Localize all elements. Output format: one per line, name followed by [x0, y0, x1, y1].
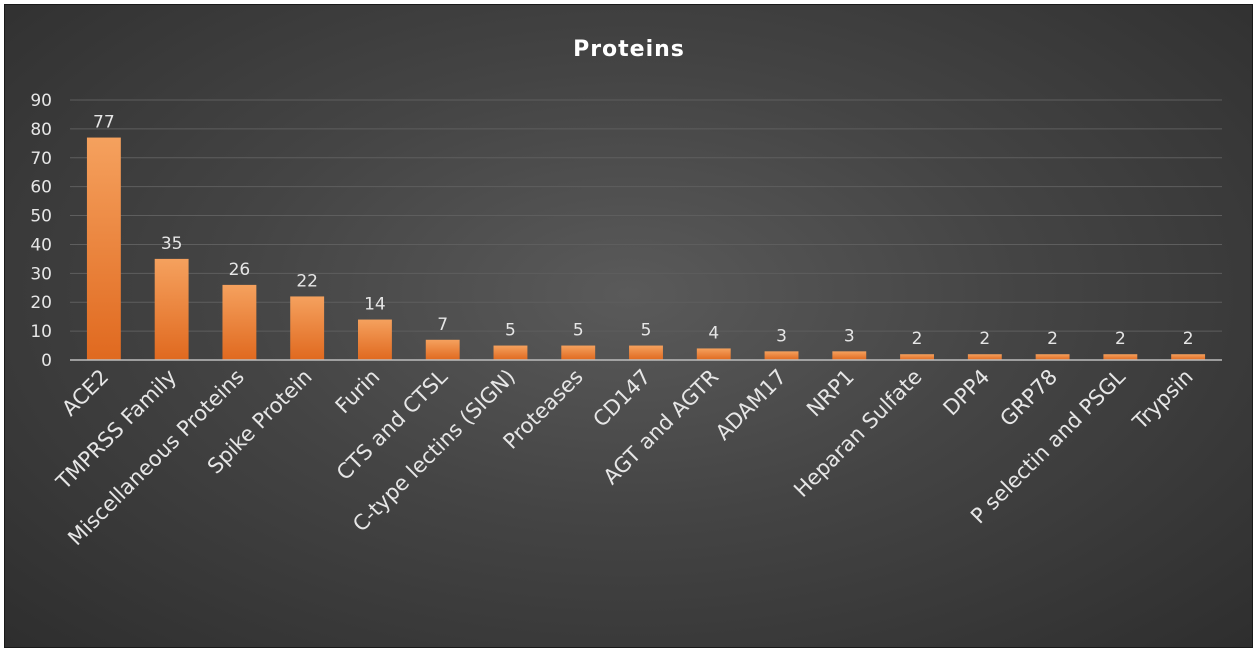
data-label: 2: [1183, 329, 1194, 349]
data-label: 2: [1115, 329, 1126, 349]
bar: [764, 351, 799, 360]
bar: [967, 354, 1002, 360]
gridlines: [70, 99, 1222, 332]
bars: [86, 137, 1206, 360]
data-label: 3: [844, 326, 855, 346]
x-category-label: Furin: [331, 365, 385, 419]
x-category-label: CD147: [588, 365, 655, 432]
data-label: 5: [573, 321, 584, 341]
y-tick-label: 0: [41, 351, 52, 371]
y-tick-label: 40: [30, 235, 52, 255]
y-axis-ticks: 0 10 20 30 40 50 60 70 80 90: [30, 91, 52, 371]
chart-frame: [4, 4, 1253, 648]
data-label: 14: [364, 295, 386, 315]
data-label: 2: [912, 329, 923, 349]
y-tick-label: 20: [30, 293, 52, 313]
data-label: 7: [437, 315, 448, 335]
bar: [1035, 354, 1070, 360]
y-tick-label: 50: [30, 207, 52, 227]
y-tick-label: 90: [30, 91, 52, 111]
chart-title: Proteins: [573, 37, 685, 62]
bar: [358, 319, 392, 360]
bar: [222, 284, 257, 360]
bar: [1103, 354, 1138, 360]
y-tick-label: 30: [30, 264, 52, 284]
data-label: 26: [229, 260, 251, 280]
data-label: 2: [1047, 329, 1058, 349]
y-tick-label: 80: [30, 120, 52, 140]
bar: [629, 345, 663, 360]
data-label: 3: [776, 326, 787, 346]
x-category-label: NRP1: [802, 365, 859, 422]
bar: [561, 345, 596, 360]
data-label: 4: [708, 323, 719, 343]
bar: [1171, 354, 1206, 360]
data-label: 77: [93, 113, 115, 133]
x-category-label: ACE2: [57, 365, 113, 421]
x-category-label: AGT and AGTR: [599, 365, 724, 490]
x-category-label: Trypsin: [1127, 365, 1197, 435]
bar: [425, 339, 460, 360]
y-tick-label: 70: [30, 149, 52, 169]
data-label: 5: [641, 321, 652, 341]
data-label: 35: [161, 234, 183, 254]
y-tick-label: 10: [30, 322, 52, 342]
bar: [86, 137, 121, 360]
data-label: 5: [505, 321, 516, 341]
data-label: 2: [979, 329, 990, 349]
x-category-label: GRP78: [995, 365, 1062, 432]
data-label: 22: [296, 271, 318, 291]
x-category-label: ADAM17: [711, 365, 791, 445]
y-tick-label: 60: [30, 178, 52, 198]
bar: [154, 258, 189, 360]
bar: [900, 354, 934, 360]
bar: [493, 345, 528, 360]
x-category-label: DPP4: [939, 365, 995, 421]
x-category-label: Heparan Sulfate: [789, 365, 926, 502]
x-category-label: TMPRSS Family: [51, 365, 181, 495]
bar: [290, 296, 325, 360]
bar: [696, 348, 731, 360]
bar: [832, 351, 867, 360]
